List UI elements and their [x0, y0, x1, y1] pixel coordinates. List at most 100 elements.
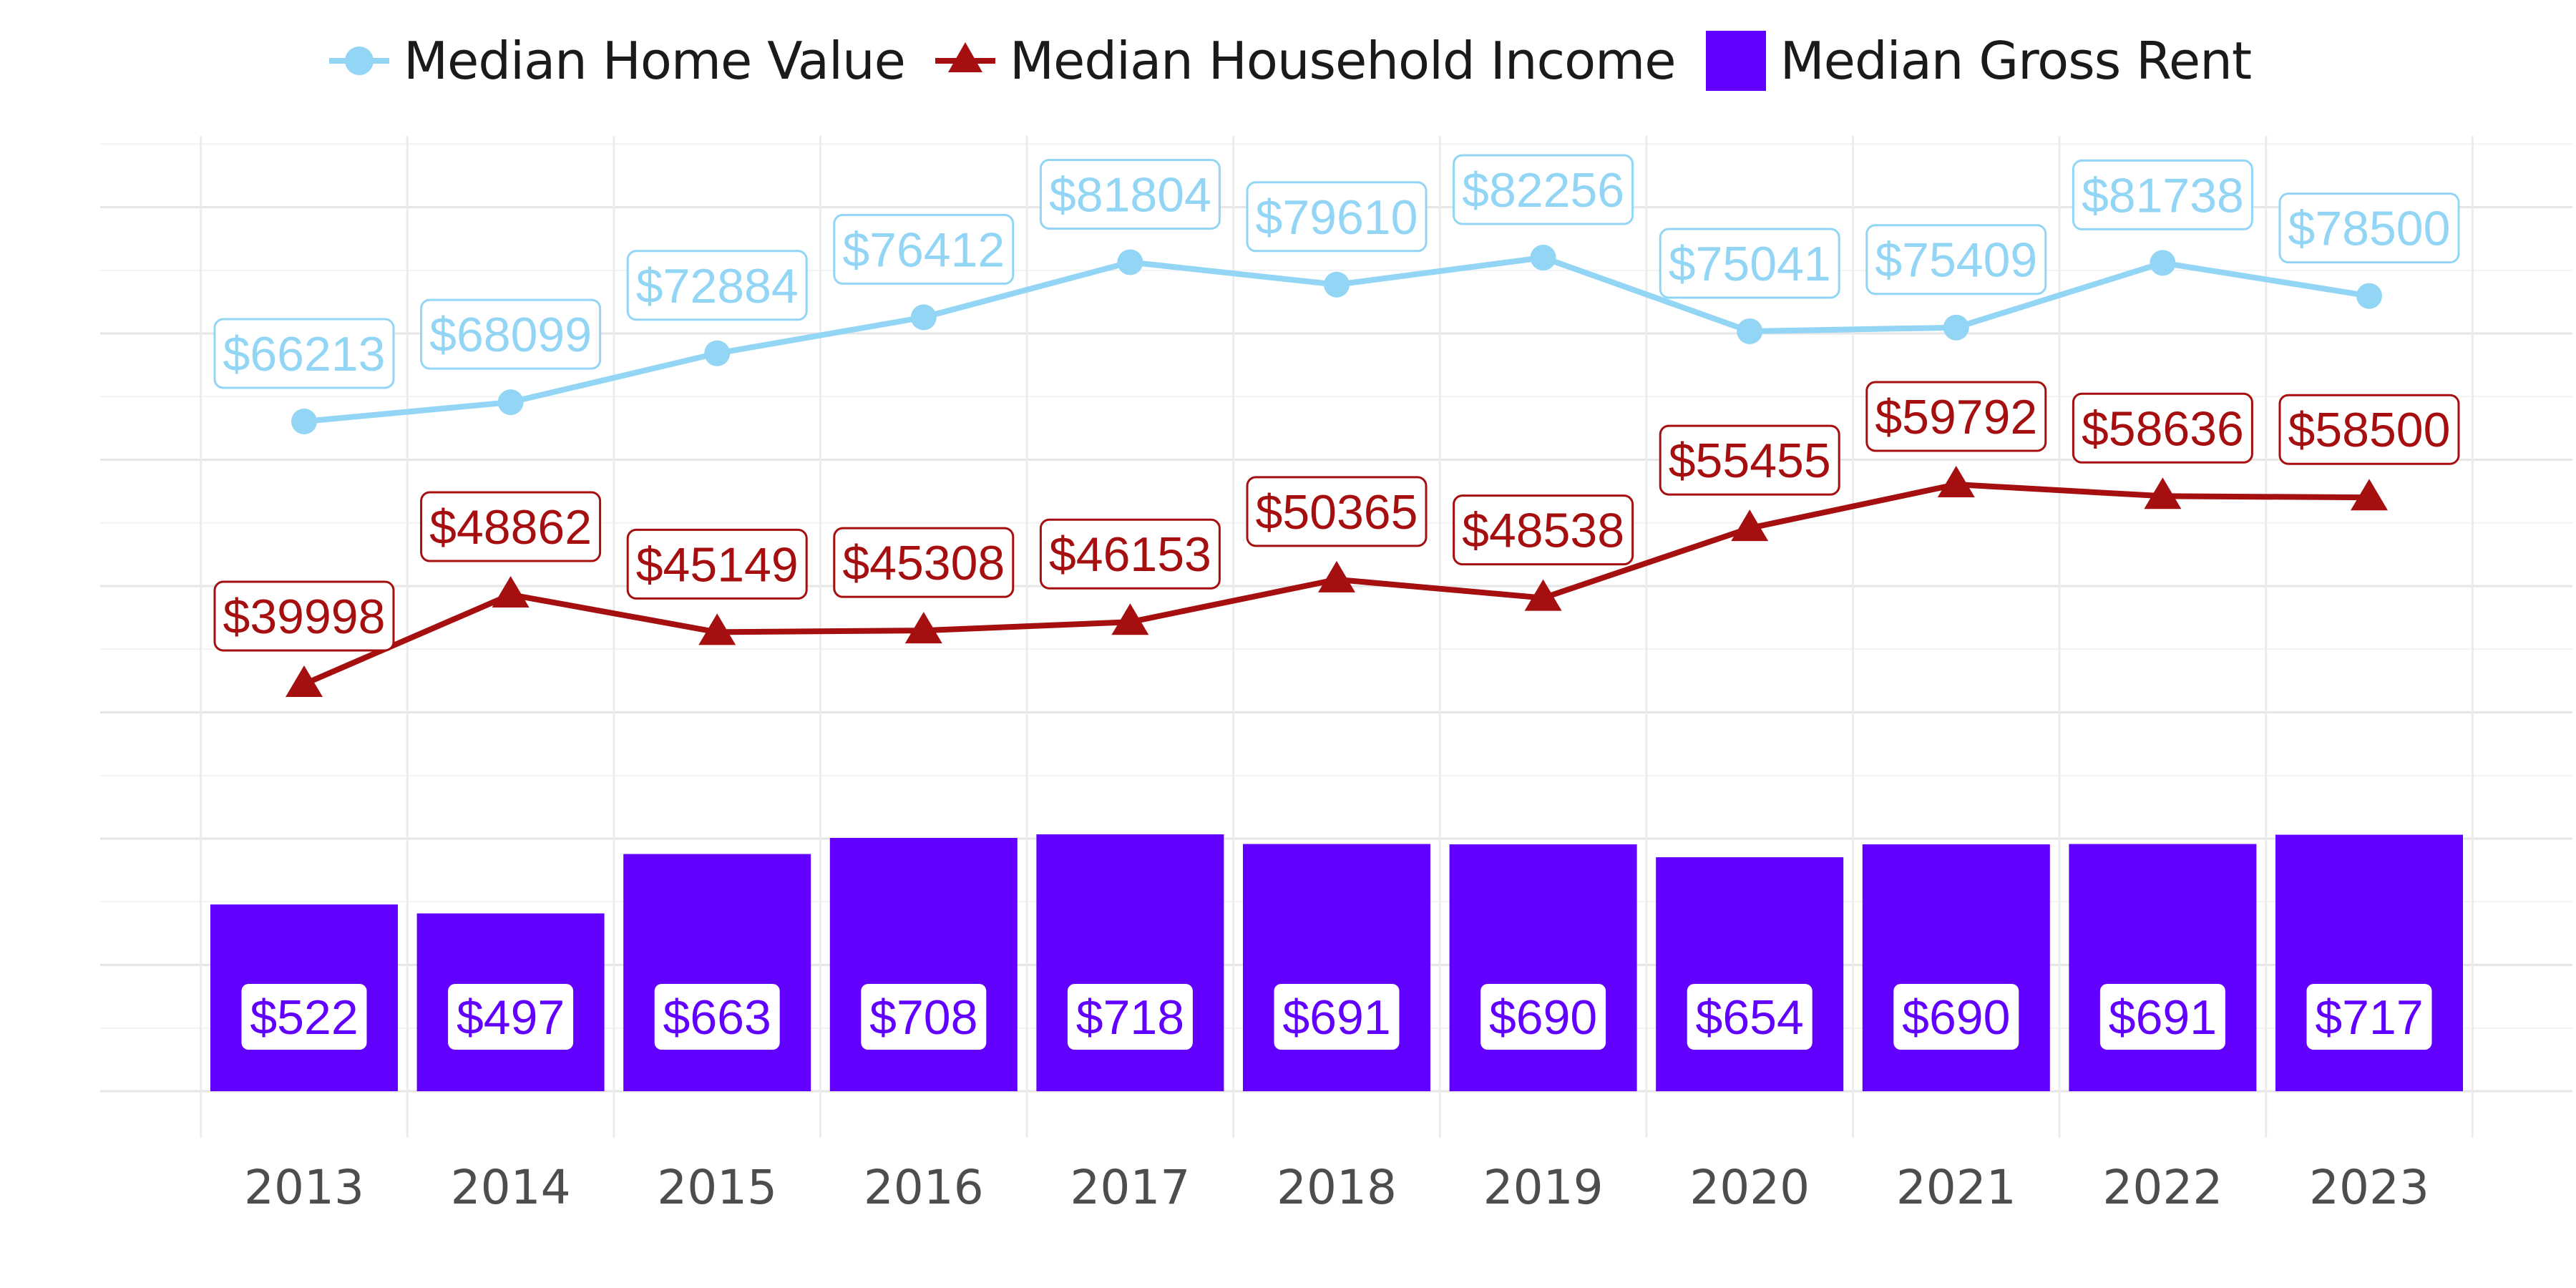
household-income-point	[1937, 466, 1975, 497]
x-tick-label: 2013	[244, 1160, 364, 1215]
x-tick-label: 2022	[2102, 1160, 2223, 1215]
x-tick-label: 2016	[864, 1160, 984, 1215]
home-value-point	[497, 389, 524, 416]
data-labels: $522 $497 $663 $708 $718 $691 $690 $654 $690 $691…	[213, 154, 2460, 1050]
bar-label-box	[861, 984, 987, 1050]
household-income-label: $48538	[1462, 504, 1624, 558]
household-income-label: $46153	[1049, 527, 1211, 582]
household-income-point	[286, 665, 323, 697]
bar-median-gross-rent	[829, 838, 1018, 1091]
home-value-label-box	[2072, 159, 2253, 230]
household-income-label-box	[213, 580, 395, 652]
x-tick-label: 2020	[1689, 1160, 1810, 1215]
bar-data-label: $717	[2315, 990, 2423, 1045]
home-value-point	[704, 340, 731, 366]
bar-median-gross-rent	[1656, 857, 1844, 1091]
household-income-point	[2351, 479, 2388, 511]
home-value-label: $78500	[2288, 202, 2451, 256]
home-value-point	[1737, 318, 1763, 344]
bar-label-box	[1893, 984, 2019, 1050]
x-tick-label: 2014	[451, 1160, 571, 1215]
home-value-point	[1117, 249, 1143, 275]
household-income-label: $45149	[636, 537, 799, 592]
household-income-point	[2144, 477, 2182, 509]
bar-median-gross-rent	[623, 854, 811, 1091]
household-income-label: $55455	[1669, 434, 1831, 488]
x-tick-label: 2015	[657, 1160, 777, 1215]
bar-data-label: $690	[1489, 990, 1597, 1045]
bar-label-box	[2306, 984, 2432, 1050]
home-value-label-box	[1246, 181, 1428, 253]
x-tick-label: 2023	[2309, 1160, 2429, 1215]
bar-label-box	[448, 984, 574, 1050]
bar-data-label: $654	[1696, 990, 1804, 1045]
circle-marker-icon	[328, 47, 389, 75]
household-income-label-box	[1039, 518, 1221, 590]
household-income-point	[1731, 509, 1769, 542]
home-value-label: $68099	[429, 308, 592, 362]
bar-label-box	[1480, 984, 1606, 1050]
household-income-label-box	[420, 491, 602, 562]
legend-label-home-value: Median Home Value	[403, 31, 906, 91]
home-value-label-box	[1453, 154, 1634, 225]
home-value-point	[291, 409, 317, 434]
home-value-point	[910, 304, 937, 331]
bar-label-box	[1687, 984, 1813, 1050]
rent-bars	[210, 834, 2463, 1091]
home-value-label: $72884	[636, 259, 799, 313]
household-income-point	[492, 576, 530, 608]
bar-data-label: $690	[1902, 990, 2010, 1045]
household-income-label: $45308	[842, 536, 1005, 590]
household-income-label: $59792	[1875, 390, 2037, 444]
x-axis-ticks: 2013 2014 2015 2016 2017 2018 2019 2020 2021 2022…	[244, 1160, 2429, 1215]
household-income-point	[1318, 560, 1355, 592]
series-lines	[286, 245, 2388, 697]
bar-data-label: $691	[2109, 990, 2217, 1045]
bar-data-label: $522	[250, 990, 358, 1045]
household-income-label-box	[1865, 381, 2047, 452]
bar-data-label: $663	[663, 990, 771, 1045]
bar-label-box	[1274, 984, 1400, 1050]
home-value-label-box	[1039, 158, 1221, 230]
household-income-label: $58636	[2082, 401, 2244, 456]
bar-median-gross-rent	[1449, 844, 1637, 1091]
legend-item-household-income: Median Household Income	[931, 26, 1677, 95]
home-value-label-box	[626, 250, 808, 321]
household-income-label-box	[1453, 494, 1634, 566]
bar-median-gross-rent	[1862, 844, 2050, 1091]
household-income-label: $58500	[2288, 403, 2451, 457]
home-value-point	[1324, 271, 1350, 298]
household-income-point	[1111, 603, 1149, 635]
home-value-label-box	[1865, 224, 2047, 296]
x-tick-label: 2018	[1277, 1160, 1397, 1215]
home-value-label-box	[2278, 192, 2460, 264]
home-value-label: $75041	[1669, 237, 1831, 291]
home-value-label-box	[213, 318, 395, 389]
home-value-label: $81738	[2082, 168, 2244, 223]
bar-median-gross-rent	[2275, 834, 2463, 1091]
household-income-label-box	[833, 527, 1015, 598]
home-value-label: $79610	[1256, 190, 1418, 245]
bar-data-label: $708	[869, 990, 977, 1045]
home-value-label-box	[420, 298, 602, 370]
household-income-point	[904, 612, 942, 644]
bar-label-box	[1067, 984, 1193, 1050]
x-tick-label: 2019	[1483, 1160, 1604, 1215]
square-swatch-icon	[1705, 31, 1766, 91]
legend-item-gross-rent: Median Gross Rent	[1702, 26, 2252, 95]
triangle-marker-icon	[935, 42, 995, 72]
household-income-label-box	[2278, 394, 2460, 465]
household-income-label: $39998	[223, 590, 386, 644]
bar-median-gross-rent	[1243, 844, 1430, 1091]
bar-label-box	[2099, 984, 2225, 1050]
home-value-point	[1943, 314, 1969, 341]
home-value-label: $76412	[842, 223, 1005, 277]
home-value-label-box	[1659, 228, 1840, 299]
home-value-point	[2356, 283, 2382, 309]
home-value-label: $66213	[223, 327, 386, 381]
home-value-label: $81804	[1049, 167, 1211, 222]
home-value-point	[2150, 250, 2176, 276]
x-tick-label: 2017	[1070, 1160, 1190, 1215]
household-income-label: $50365	[1256, 485, 1418, 540]
